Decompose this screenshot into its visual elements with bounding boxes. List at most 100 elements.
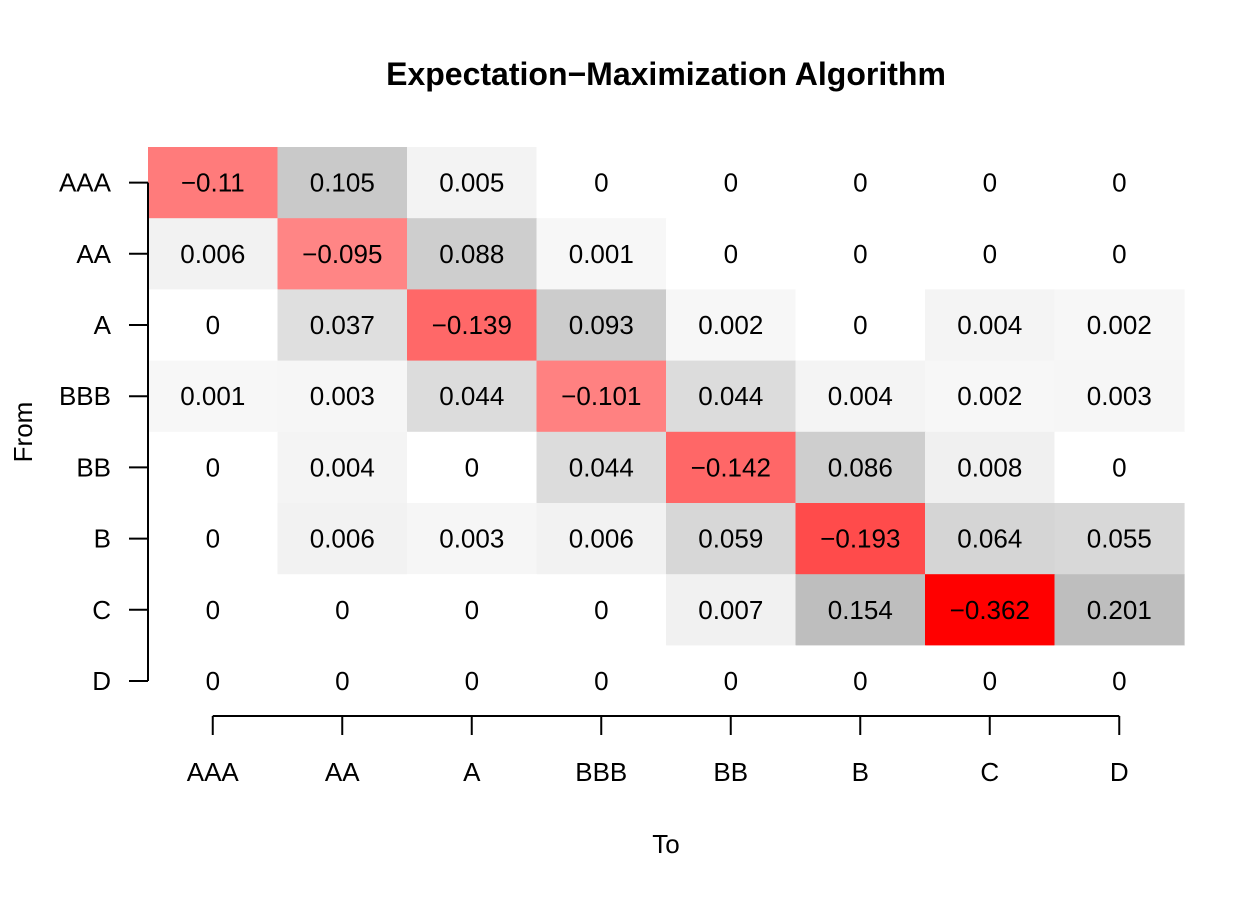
heatmap-cell-a-to-a [407,289,538,362]
heatmap-cell-c-to-b [795,574,926,646]
cell-value-label: −0.11 [181,168,245,198]
chart-title: Expectation−Maximization Algorithm [386,56,946,92]
cell-value-labels: −0.11 0.105 0.005 0 0 0 0 0 0.006 −0.095 0.088 0.00… [180,168,1152,696]
heatmap-cell-d-to-aa [277,645,408,718]
cell-value-label: 0.006 [569,524,634,554]
cell-value-label: 0 [206,666,220,696]
cell-value-label: −0.101 [561,381,641,411]
cell-value-label: 0.201 [1087,595,1152,625]
y-tick-label: D [92,666,111,696]
heatmap-cell-b-to-b [795,503,926,575]
heatmap-cell-b-to-d [1054,503,1185,575]
heatmap-cell-aaa-to-bb [666,147,797,219]
cell-value-label: 0.055 [1087,524,1152,554]
heatmap-cell-bbb-to-c [925,360,1056,433]
heatmap-cell-aaa-to-b [795,147,926,219]
heatmap-cell-a-to-d [1054,289,1185,362]
heatmap-cell-c-to-d [1054,574,1185,646]
y-tick-label: AA [76,239,111,269]
cell-value-label: 0.088 [439,239,504,269]
heatmap-cell-bb-to-bb [666,431,797,504]
heatmap-cell-aaa-to-a [407,147,538,219]
x-tick-label: D [1110,757,1129,787]
heatmap-cells [148,147,1185,718]
cell-value-label: 0.154 [828,595,893,625]
heatmap-cell-c-to-bb [666,574,797,646]
heatmap-cell-aa-to-aaa [148,218,279,290]
heatmap-cell-d-to-c [925,645,1056,718]
x-tick-label: B [852,757,869,787]
y-tick-label: A [94,310,112,340]
heatmap-cell-bbb-to-bb [666,360,797,433]
cell-value-label: 0.006 [310,524,375,554]
cell-value-label: 0 [335,595,349,625]
heatmap-cell-d-to-d [1054,645,1185,718]
heatmap-cell-b-to-aaa [148,503,279,575]
heatmap-cell-a-to-c [925,289,1056,362]
cell-value-label: −0.095 [302,239,382,269]
cell-value-label: 0.064 [957,524,1022,554]
heatmap-cell-a-to-aaa [148,289,279,362]
cell-value-label: 0 [465,452,479,482]
cell-value-label: 0.001 [180,381,245,411]
x-tick-label: BB [713,757,748,787]
cell-value-label: 0 [853,310,867,340]
heatmap-cell-bbb-to-aaa [148,360,279,433]
heatmap-cell-a-to-aa [277,289,408,362]
cell-value-label: 0.003 [310,381,375,411]
heatmap-cell-d-to-bbb [536,645,667,718]
cell-value-label: 0.044 [569,452,634,482]
x-tick-label: A [463,757,481,787]
heatmap-cell-bbb-to-b [795,360,926,433]
cell-value-label: 0.008 [957,452,1022,482]
x-axis: AAA AA A BBB BB B C D [187,715,1129,787]
heatmap-cell-c-to-aaa [148,574,279,646]
heatmap-cell-aa-to-c [925,218,1056,290]
cell-value-label: 0.086 [828,452,893,482]
heatmap-cell-d-to-a [407,645,538,718]
heatmap-cell-c-to-c [925,574,1056,646]
heatmap-cell-aa-to-d [1054,218,1185,290]
cell-value-label: 0.007 [698,595,763,625]
heatmap-cell-b-to-c [925,503,1056,575]
cell-value-label: 0.003 [1087,381,1152,411]
cell-value-label: 0.001 [569,239,634,269]
y-tick-label: B [94,524,111,554]
heatmap-cell-aa-to-a [407,218,538,290]
cell-value-label: 0 [335,666,349,696]
cell-value-label: 0 [1112,168,1126,198]
y-tick-label: AAA [59,168,112,198]
cell-value-label: 0.005 [439,168,504,198]
heatmap-cell-b-to-aa [277,503,408,575]
cell-value-label: 0 [465,666,479,696]
y-tick-label: BB [76,452,111,482]
cell-value-label: 0.044 [698,381,763,411]
heatmap-cell-bbb-to-a [407,360,538,433]
cell-value-label: 0 [983,239,997,269]
heatmap-cell-aa-to-bbb [536,218,667,290]
heatmap-cell-bb-to-aaa [148,431,279,504]
cell-value-label: 0 [206,452,220,482]
heatmap-cell-aaa-to-c [925,147,1056,219]
heatmap-cell-bb-to-d [1054,431,1185,504]
cell-value-label: 0 [724,168,738,198]
cell-value-label: 0.004 [828,381,893,411]
x-tick-label: BBB [575,757,627,787]
x-tick-label: AAA [187,757,240,787]
cell-value-label: 0 [853,239,867,269]
cell-value-label: 0 [983,168,997,198]
heatmap-cell-aaa-to-aa [277,147,408,219]
cell-value-label: 0 [206,310,220,340]
heatmap-cell-aa-to-bb [666,218,797,290]
heatmap-cell-aaa-to-aaa [148,147,279,219]
heatmap-cell-bbb-to-bbb [536,360,667,433]
cell-value-label: 0 [1112,666,1126,696]
cell-value-label: −0.362 [950,595,1030,625]
cell-value-label: 0.105 [310,168,375,198]
cell-value-label: 0 [853,666,867,696]
heatmap-cell-a-to-bb [666,289,797,362]
cell-value-label: 0.006 [180,239,245,269]
heatmap-cell-bb-to-c [925,431,1056,504]
